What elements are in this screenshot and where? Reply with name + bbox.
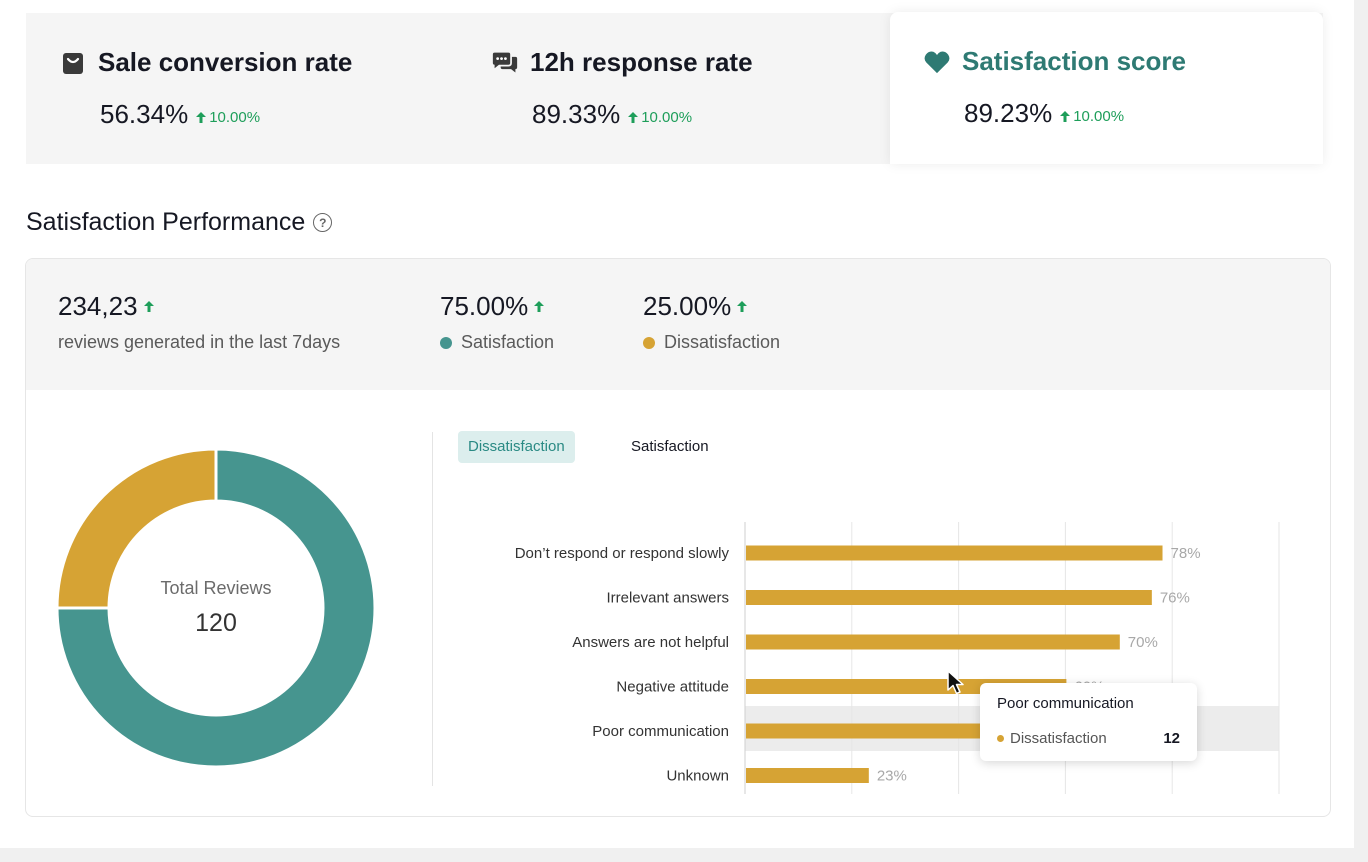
legend-dot-satisfaction bbox=[440, 336, 452, 349]
donut-slice-dissatisfaction[interactable] bbox=[56, 448, 218, 610]
metric-trend: 10.00% bbox=[628, 109, 692, 126]
arrow-up-icon bbox=[196, 112, 207, 123]
bar-value-label: 76% bbox=[1160, 590, 1190, 607]
metric-card-response-rate[interactable]: 12h response rate 89.33% 10.00% bbox=[458, 13, 890, 164]
bar[interactable] bbox=[746, 723, 1046, 739]
bar-value-label: 70% bbox=[1128, 634, 1158, 651]
panel-divider bbox=[432, 432, 433, 786]
bar[interactable] bbox=[746, 590, 1152, 605]
bar-value-label: 23% bbox=[877, 768, 907, 785]
bar-value-label: 78% bbox=[1171, 545, 1201, 562]
section-header: Satisfaction Performance ? bbox=[26, 208, 333, 237]
satisfaction-performance-panel: 234,23 reviews generated in the last 7da… bbox=[25, 258, 1331, 817]
tab-satisfaction[interactable]: Satisfaction bbox=[631, 438, 709, 455]
chat-bubbles-icon bbox=[492, 50, 518, 76]
tooltip-value: 12 bbox=[1163, 730, 1180, 747]
tooltip-series-dot bbox=[997, 735, 1004, 742]
arrow-up-icon bbox=[737, 301, 748, 312]
metric-value: 89.33% bbox=[532, 99, 621, 129]
category-label: Irrelevant answers bbox=[606, 590, 729, 607]
stat-label: Satisfaction bbox=[461, 332, 555, 352]
bar[interactable] bbox=[746, 545, 1163, 561]
metric-label: Sale conversion rate bbox=[98, 47, 353, 77]
donut-center: Total Reviews 120 bbox=[56, 448, 376, 768]
arrow-up-icon bbox=[1060, 111, 1071, 122]
metric-trend-value: 10.00% bbox=[641, 109, 693, 126]
stat-dissatisfaction: 25.00% Dissatisfaction bbox=[643, 291, 780, 353]
tooltip-title: Poor communication bbox=[997, 695, 1134, 712]
arrow-up-icon bbox=[628, 112, 639, 123]
metric-trend: 10.00% bbox=[196, 109, 260, 126]
stat-value: 234,23 bbox=[58, 291, 138, 321]
dashboard: Sale conversion rate 56.34% 10.00% 12h r… bbox=[0, 0, 1354, 848]
stat-label: reviews generated in the last 7days bbox=[58, 332, 341, 352]
stat-satisfaction: 75.00% Satisfaction bbox=[440, 291, 554, 353]
metric-trend: 10.00% bbox=[1060, 108, 1124, 125]
donut-center-label: Total Reviews bbox=[160, 578, 272, 598]
arrow-up-icon bbox=[143, 301, 154, 312]
section-title: Satisfaction Performance bbox=[26, 208, 306, 236]
metric-card-sale-conversion[interactable]: Sale conversion rate 56.34% 10.00% bbox=[26, 13, 458, 164]
metric-label: 12h response rate bbox=[530, 47, 753, 77]
metric-card-satisfaction-score[interactable]: Satisfaction score 89.23% 10.00% bbox=[890, 12, 1323, 164]
category-label: Unknown bbox=[666, 768, 729, 785]
metric-value: 56.34% bbox=[100, 99, 189, 129]
bar[interactable] bbox=[746, 768, 869, 783]
chart-tooltip: Poor communication Dissatisfaction 12 bbox=[980, 683, 1197, 761]
metric-cards: Sale conversion rate 56.34% 10.00% 12h r… bbox=[26, 12, 1323, 164]
shopping-bag-icon bbox=[60, 50, 86, 76]
metric-value: 89.23% bbox=[964, 98, 1053, 128]
donut-slice-satisfaction[interactable] bbox=[56, 448, 376, 768]
arrow-up-icon bbox=[534, 301, 545, 312]
stat-label: Dissatisfaction bbox=[664, 332, 781, 352]
stat-reviews: 234,23 reviews generated in the last 7da… bbox=[58, 291, 340, 353]
help-circle-icon[interactable]: ? bbox=[313, 213, 333, 232]
legend-dot-dissatisfaction bbox=[643, 336, 655, 349]
category-label: Don’t respond or respond slowly bbox=[515, 545, 730, 562]
metric-trend-value: 10.00% bbox=[209, 109, 261, 126]
tab-dissatisfaction[interactable]: Dissatisfaction bbox=[458, 431, 575, 463]
total-reviews-donut-chart[interactable] bbox=[56, 448, 376, 768]
stat-value: 75.00% bbox=[440, 291, 529, 321]
mouse-cursor-icon bbox=[947, 670, 964, 695]
tooltip-series: Dissatisfaction bbox=[1010, 730, 1107, 747]
category-label: Answers are not helpful bbox=[572, 634, 729, 651]
category-label: Poor communication bbox=[592, 723, 729, 740]
donut-center-value: 120 bbox=[195, 609, 237, 637]
metric-trend-value: 10.00% bbox=[1073, 108, 1125, 125]
bar[interactable] bbox=[746, 634, 1120, 650]
category-label: Negative attitude bbox=[616, 679, 729, 696]
stat-value: 25.00% bbox=[643, 291, 732, 321]
summary-stats: 234,23 reviews generated in the last 7da… bbox=[26, 259, 1330, 390]
heart-icon bbox=[924, 49, 950, 75]
metric-label: Satisfaction score bbox=[962, 46, 1186, 76]
